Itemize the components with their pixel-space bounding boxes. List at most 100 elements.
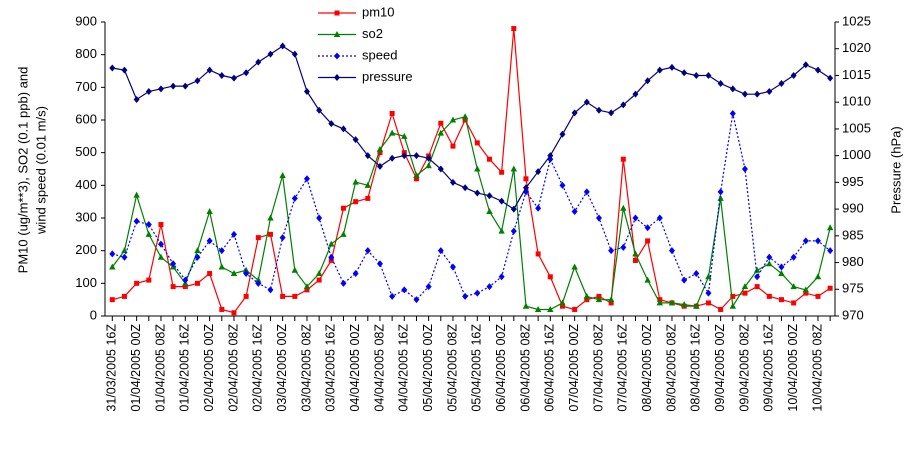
data-point — [559, 181, 566, 189]
data-point — [814, 237, 821, 245]
y2-tick-label: 1000 — [842, 147, 871, 162]
data-point — [316, 106, 323, 114]
y-tick-label: 500 — [75, 144, 97, 159]
data-point — [206, 66, 213, 74]
y2-tick-label: 995 — [842, 174, 864, 189]
y2-tick-label: 1005 — [842, 120, 871, 135]
data-point — [717, 79, 724, 87]
data-point — [510, 205, 517, 213]
data-point — [595, 296, 603, 303]
data-point — [572, 306, 578, 312]
data-point — [133, 96, 140, 104]
data-point — [730, 293, 736, 299]
data-point — [498, 227, 505, 234]
y-axis-title: PM10 (ug/m**3), SO2 (0.1 ppb) and wind s… — [15, 67, 48, 274]
data-point — [827, 74, 834, 82]
data-point — [547, 305, 554, 312]
data-point — [182, 284, 188, 290]
data-point — [620, 101, 627, 109]
data-point — [656, 299, 663, 306]
data-point — [109, 297, 115, 303]
x-tick-label: 01/04/2005 00Z — [129, 324, 143, 412]
data-point — [109, 263, 116, 270]
data-point — [389, 292, 396, 300]
data-point — [425, 162, 432, 169]
data-point — [109, 64, 116, 72]
data-point — [632, 214, 639, 222]
data-point — [145, 221, 152, 229]
data-point — [291, 194, 298, 202]
data-point — [279, 234, 286, 242]
data-point — [826, 224, 834, 231]
data-point — [754, 273, 761, 281]
data-point — [705, 273, 712, 280]
y2-tick-label: 1015 — [842, 67, 871, 82]
series-line — [112, 45, 831, 210]
data-point — [267, 214, 274, 221]
data-point — [523, 176, 529, 182]
data-point — [401, 152, 408, 160]
data-point — [790, 283, 797, 290]
data-point — [522, 184, 529, 192]
data-point — [413, 296, 420, 304]
x-tick-label: 05/04/2005 08Z — [445, 324, 459, 412]
x-tick-label: 10/04/2005 00Z — [786, 324, 800, 412]
data-point — [170, 260, 177, 268]
data-point — [620, 204, 627, 211]
data-point — [754, 90, 761, 98]
data-point — [450, 143, 456, 149]
data-point — [680, 301, 688, 308]
data-point — [315, 270, 323, 277]
data-point — [778, 79, 785, 87]
data-point — [292, 293, 298, 299]
data-point — [547, 152, 554, 160]
data-point — [462, 184, 469, 192]
y2-tick-label: 1020 — [842, 40, 871, 55]
data-point — [194, 280, 200, 286]
data-point — [255, 279, 262, 287]
data-point — [778, 270, 785, 277]
data-point — [474, 140, 480, 146]
data-point — [230, 74, 237, 82]
data-point — [583, 292, 590, 299]
data-point — [146, 277, 152, 283]
x-tick-label: 07/04/2005 16Z — [616, 324, 630, 412]
data-point — [571, 109, 578, 117]
data-point — [486, 156, 492, 162]
data-point — [218, 263, 225, 270]
data-point — [583, 188, 590, 196]
legend-item: speed — [318, 47, 397, 62]
data-point — [207, 271, 213, 277]
data-point — [753, 266, 761, 273]
y-tick-label: 400 — [75, 177, 97, 192]
x-tick-label: 04/04/2005 16Z — [397, 324, 411, 412]
data-point — [364, 247, 371, 255]
data-point — [815, 293, 821, 299]
data-point — [656, 66, 663, 74]
data-point — [656, 214, 663, 222]
y2-tick-label: 980 — [842, 254, 864, 269]
data-point — [243, 270, 250, 278]
legend-item: pressure — [318, 69, 413, 84]
data-point — [194, 253, 201, 261]
data-point — [474, 289, 481, 297]
y-tick-label: 100 — [75, 275, 97, 290]
x-tick-label: 08/04/2005 16Z — [689, 324, 703, 412]
data-point — [498, 273, 505, 281]
data-point — [449, 263, 456, 271]
data-point — [766, 260, 773, 267]
data-point — [681, 69, 688, 77]
data-point — [255, 276, 262, 283]
y-tick-label: 800 — [75, 46, 97, 61]
data-point — [218, 247, 225, 255]
data-point — [741, 283, 749, 290]
data-point — [510, 165, 517, 172]
x-tick-label: 09/04/2005 16Z — [762, 324, 776, 412]
data-point — [340, 230, 347, 237]
data-point — [133, 191, 140, 198]
data-point — [559, 130, 566, 138]
data-point — [364, 152, 371, 160]
x-tick-label: 04/04/2005 00Z — [348, 324, 362, 412]
data-point — [827, 285, 833, 291]
data-point — [437, 129, 444, 136]
